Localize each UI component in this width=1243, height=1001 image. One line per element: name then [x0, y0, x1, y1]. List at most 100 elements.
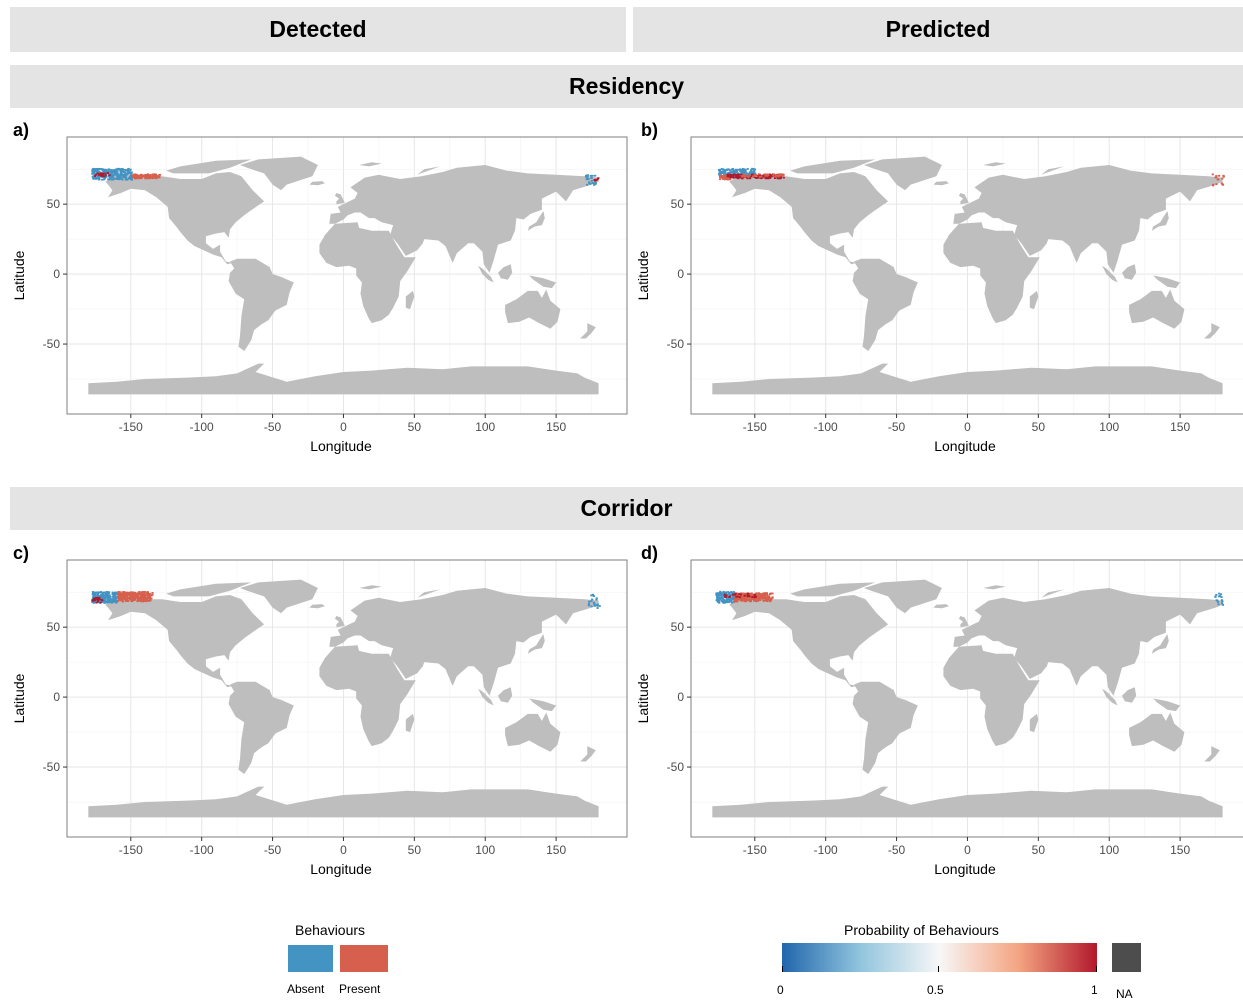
- behaviour-cell-present: [142, 600, 145, 603]
- behaviour-cell-absent: [128, 172, 131, 174]
- behaviour-cell-dark_red: [94, 597, 97, 600]
- behaviour-cell-absent: [122, 176, 125, 179]
- behaviour-cell-dark_red: [743, 594, 746, 597]
- behaviour-cell-present: [133, 598, 136, 600]
- behaviour-cell-present: [125, 595, 129, 598]
- behaviour-cell-absent: [109, 598, 112, 601]
- behaviour-cell-absent: [737, 172, 740, 175]
- x-tick-label: 0: [964, 843, 971, 857]
- y-tick-label: 50: [671, 620, 685, 634]
- behaviour-cell-dark_red: [746, 592, 749, 595]
- behaviour-cell-present: [144, 594, 147, 596]
- x-tick-label: 100: [1099, 420, 1119, 434]
- behaviour-cell-absent: [96, 592, 99, 595]
- y-tick-label: 50: [671, 197, 685, 211]
- behaviour-cell-present: [144, 177, 147, 180]
- behaviour-cell-present: [144, 173, 147, 176]
- behaviour-cell-present: [766, 595, 769, 598]
- behaviour-cell-dark_red: [738, 596, 742, 599]
- behaviour-cell-dark_red: [754, 596, 757, 598]
- behaviour-cell-present: [758, 597, 761, 600]
- behaviour-cell-absent: [98, 170, 101, 173]
- behaviour-cell-present: [129, 591, 132, 594]
- behaviour-cell-present: [132, 173, 136, 176]
- behaviour-cell-absent: [740, 170, 743, 172]
- panel-border: [690, 559, 1243, 838]
- y-tick-label: 50: [47, 620, 61, 634]
- behaviour-cell-present: [742, 174, 745, 176]
- behaviour-cell-present: [754, 593, 757, 596]
- land-africa: [943, 645, 1040, 747]
- land-north-america: [105, 172, 265, 265]
- behaviour-cell-absent: [1215, 594, 1218, 596]
- behaviour-cell-absent: [98, 178, 101, 181]
- behaviour-cell-absent: [93, 595, 96, 598]
- behaviour-cell-absent: [595, 598, 598, 601]
- behaviour-cell-present: [759, 593, 762, 596]
- land-new-guinea: [529, 698, 557, 712]
- y-tick-label: -50: [667, 760, 685, 774]
- x-tick-label: -50: [888, 420, 906, 434]
- land-arctic-islands: [166, 159, 252, 174]
- behaviour-cell-absent: [97, 177, 100, 179]
- behaviour-cell-present: [133, 595, 137, 597]
- behaviour-cell-dark_red: [755, 177, 758, 179]
- behaviour-cell-dark_red: [737, 175, 740, 178]
- behaviour-cell-absent: [719, 598, 722, 601]
- behaviour-cell-absent: [110, 172, 113, 175]
- behaviour-cell-absent: [121, 178, 124, 181]
- behaviour-cell-present: [133, 592, 136, 594]
- land-uk: [958, 193, 969, 205]
- behaviour-cell-dark_red: [735, 176, 738, 178]
- behaviour-cell-dark_red: [737, 177, 740, 180]
- behaviour-cell-absent: [592, 601, 596, 604]
- behaviour-cell-absent: [120, 171, 123, 174]
- behaviour-cell-present: [775, 174, 778, 176]
- behaviour-cell-absent: [1221, 604, 1224, 606]
- behaviour-cell-dark_red: [96, 598, 99, 601]
- behaviour-cell-present: [121, 591, 124, 594]
- land-japan: [527, 211, 545, 231]
- behaviour-cell-dark_red: [730, 175, 733, 178]
- land-south-america: [228, 681, 294, 774]
- behaviour-cell-present: [120, 593, 123, 595]
- behaviour-cell-absent: [115, 173, 118, 176]
- x-tick-label: -100: [814, 843, 838, 857]
- behaviour-cell-absent: [92, 168, 95, 171]
- land-new-zealand: [1204, 323, 1220, 339]
- behaviour-cell-present: [754, 597, 757, 600]
- behaviour-cell-present: [116, 600, 120, 602]
- behaviour-cell-absent: [1217, 603, 1220, 606]
- x-tick-label: 50: [408, 843, 422, 857]
- behaviour-cell-absent: [108, 176, 111, 179]
- behaviour-cell-present: [138, 175, 141, 178]
- behaviour-cell-absent: [720, 170, 723, 173]
- behaviour-cell-absent: [104, 593, 107, 595]
- behaviour-cell-present: [753, 174, 756, 176]
- behaviour-cell-present: [1211, 173, 1214, 176]
- behaviour-cell-absent: [740, 171, 743, 174]
- behaviour-cell-absent: [752, 171, 755, 174]
- behaviour-cell-dark_red: [738, 593, 741, 596]
- land-new-zealand: [580, 746, 596, 762]
- behaviour-cell-present: [774, 176, 777, 178]
- behaviour-cell-absent: [127, 167, 130, 170]
- behaviour-cell-present: [131, 175, 134, 178]
- land-south-america: [852, 258, 918, 351]
- behaviour-cell-present: [766, 600, 769, 602]
- behaviour-cell-absent: [118, 177, 121, 179]
- behaviour-cell-dark_red: [103, 175, 106, 178]
- behaviour-cell-present: [117, 591, 121, 594]
- behaviour-cell-present: [745, 597, 748, 600]
- behaviour-cell-absent: [727, 591, 730, 593]
- behaviour-cell-present: [769, 598, 773, 601]
- behaviour-cell-present: [135, 597, 138, 599]
- behaviour-cell-absent: [114, 598, 117, 600]
- land-japan: [527, 634, 545, 654]
- land-antarctica: [712, 363, 1223, 395]
- behaviour-cell-dark_red: [738, 176, 741, 179]
- behaviour-cell-absent: [98, 175, 101, 177]
- behaviour-cell-absent: [106, 597, 110, 600]
- behaviour-cell-present: [139, 174, 142, 177]
- behaviour-cell-present: [121, 597, 124, 599]
